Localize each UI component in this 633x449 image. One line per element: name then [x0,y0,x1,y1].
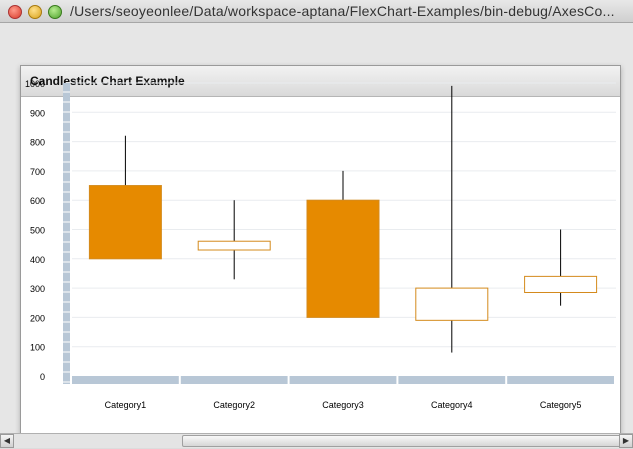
scroll-right-icon[interactable]: ▶ [619,434,633,448]
window-titlebar: /Users/seoyeonlee/Data/workspace-aptana/… [0,0,633,23]
y-tick-label: 100 [30,343,45,353]
y-tick-label: 600 [30,196,45,206]
candle-body [415,287,489,321]
y-tick-label: 300 [30,284,45,294]
close-window-button[interactable] [8,5,22,19]
x-category-label: Category5 [540,400,582,410]
x-axis-segment [507,376,614,384]
y-tick-label: 700 [30,167,45,177]
minimize-window-button[interactable] [28,5,42,19]
scroll-left-icon[interactable]: ◀ [0,434,14,448]
x-category-label: Category2 [213,400,255,410]
x-axis-segment [289,376,397,384]
scroll-track[interactable] [14,434,630,448]
x-category-label: Category4 [431,400,473,410]
browser-content: Candlestick Chart Example 0 100 200 300 400 5… [0,23,633,436]
x-axis-segment [72,376,179,384]
panel-header: Candlestick Chart Example [21,66,620,97]
candle-body [88,185,162,260]
candle-body [524,275,598,293]
y-tick-label: 1000 [25,79,45,89]
candle-body [306,199,380,318]
y-tick-label: 200 [30,313,45,323]
y-tick-label: 800 [30,138,45,148]
x-category-label: Category3 [322,400,364,410]
y-tick-label: 500 [30,226,45,236]
candle-body [197,240,271,251]
y-tick-label: 0 [40,372,45,382]
x-category-label: Category1 [105,400,147,410]
scroll-thumb[interactable] [182,435,630,447]
zoom-window-button[interactable] [48,5,62,19]
y-axis-bar [63,83,70,384]
x-axis-segment [180,376,288,384]
x-axis-segment [398,376,506,384]
window-title: /Users/seoyeonlee/Data/workspace-aptana/… [70,3,615,19]
y-tick-label: 900 [30,108,45,118]
y-tick-label: 400 [30,255,45,265]
horizontal-scrollbar[interactable]: ◀ ▶ [0,433,633,449]
candlestick-chart: 0 100 200 300 400 500 600 700 800 900 1000 Category… [25,79,616,410]
